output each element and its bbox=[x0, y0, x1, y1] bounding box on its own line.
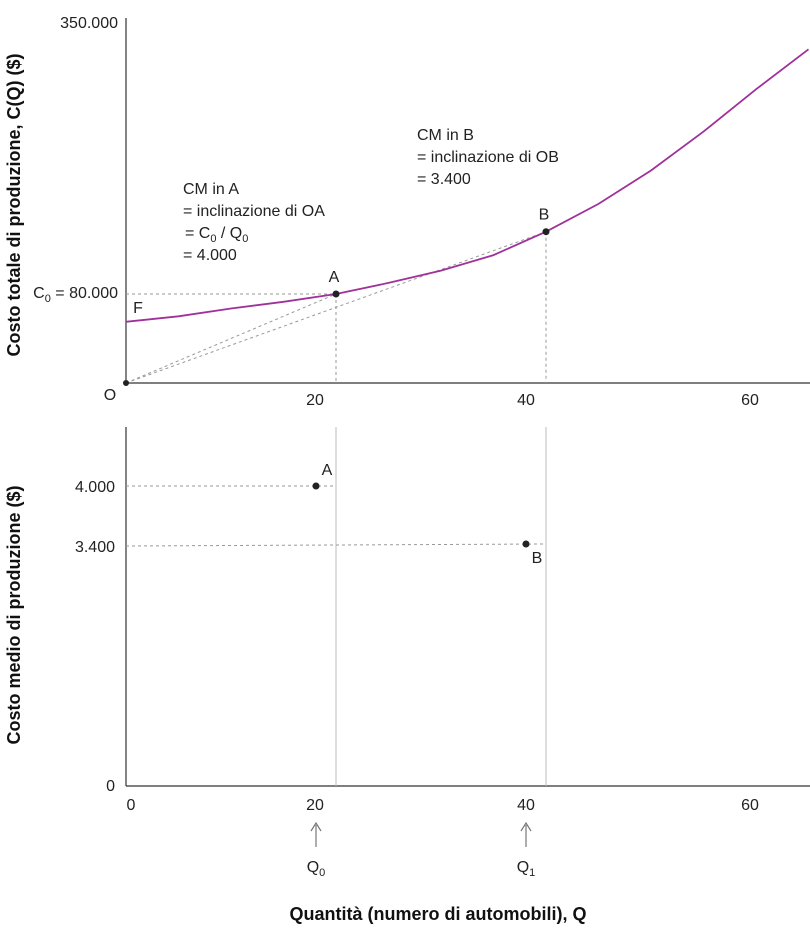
annotation-a-line1: CM in A bbox=[183, 181, 239, 198]
bottom-y-tick-4000: 4.000 bbox=[75, 479, 115, 496]
top-x-tick-20: 20 bbox=[306, 392, 324, 409]
annotation-b-line3: = 3.400 bbox=[417, 171, 471, 188]
fixed-cost-label: F bbox=[133, 300, 143, 317]
top-point-b bbox=[542, 228, 550, 236]
q1-arrowhead-icon bbox=[520, 821, 532, 832]
annotation-b: CM in B = inclinazione di OB = 3.400 bbox=[417, 127, 559, 188]
x-axis-label: Quantità (numero di automobili), Q bbox=[290, 904, 587, 924]
bottom-panel: 4.000 3.400 0 0 20 40 60 A B Q0 Q1 Quant… bbox=[75, 427, 810, 924]
bottom-y-axis-label: Costo medio di produzione ($) bbox=[4, 486, 24, 745]
ray-oa bbox=[125, 293, 337, 384]
total-cost-curve bbox=[125, 48, 810, 323]
annotation-a: CM in A = inclinazione di OA = C0 / Q0 =… bbox=[183, 181, 325, 264]
annotation-a-line2: = inclinazione di OA bbox=[183, 203, 325, 220]
bottom-point-b-label: B bbox=[532, 550, 543, 567]
origin-label: O bbox=[104, 387, 116, 404]
q1-label: Q1 bbox=[517, 859, 536, 879]
bottom-x-tick-60: 60 bbox=[741, 797, 759, 814]
origin-point bbox=[123, 380, 129, 386]
bottom-x-tick-40: 40 bbox=[517, 797, 535, 814]
q0-arrowhead-icon bbox=[310, 821, 322, 832]
annotation-b-line2: = inclinazione di OB bbox=[417, 149, 559, 166]
top-point-b-label: B bbox=[539, 207, 550, 224]
bottom-guide-b bbox=[125, 543, 547, 547]
q0-marker: Q0 bbox=[307, 821, 326, 879]
bottom-y-tick-3400: 3.400 bbox=[75, 539, 115, 556]
annotation-a-line3: = C0 / Q0 bbox=[185, 225, 248, 245]
top-point-a bbox=[332, 290, 340, 298]
bottom-y-tick-0: 0 bbox=[106, 778, 115, 795]
top-y-axis-label: Costo totale di produzione, C(Q) ($) bbox=[4, 54, 24, 357]
top-y-tick-350000: 350.000 bbox=[60, 15, 118, 32]
annotation-b-line1: CM in B bbox=[417, 127, 474, 144]
top-point-a-label: A bbox=[329, 269, 340, 286]
annotation-a-line4: = 4.000 bbox=[183, 247, 237, 264]
q0-label: Q0 bbox=[307, 859, 326, 879]
bottom-x-tick-20: 20 bbox=[306, 797, 324, 814]
top-x-tick-40: 40 bbox=[517, 392, 535, 409]
bottom-point-b bbox=[522, 540, 530, 548]
bottom-point-a-label: A bbox=[322, 462, 333, 479]
ray-ob bbox=[125, 231, 547, 384]
top-y-tick-c0: C0 = 80.000 bbox=[33, 285, 118, 305]
bottom-point-a bbox=[312, 482, 320, 490]
top-panel: 350.000 C0 = 80.000 20 40 60 O F A B CM … bbox=[33, 15, 810, 409]
bottom-x-tick-0: 0 bbox=[127, 797, 136, 814]
top-x-tick-60: 60 bbox=[741, 392, 759, 409]
q1-marker: Q1 bbox=[517, 821, 536, 879]
